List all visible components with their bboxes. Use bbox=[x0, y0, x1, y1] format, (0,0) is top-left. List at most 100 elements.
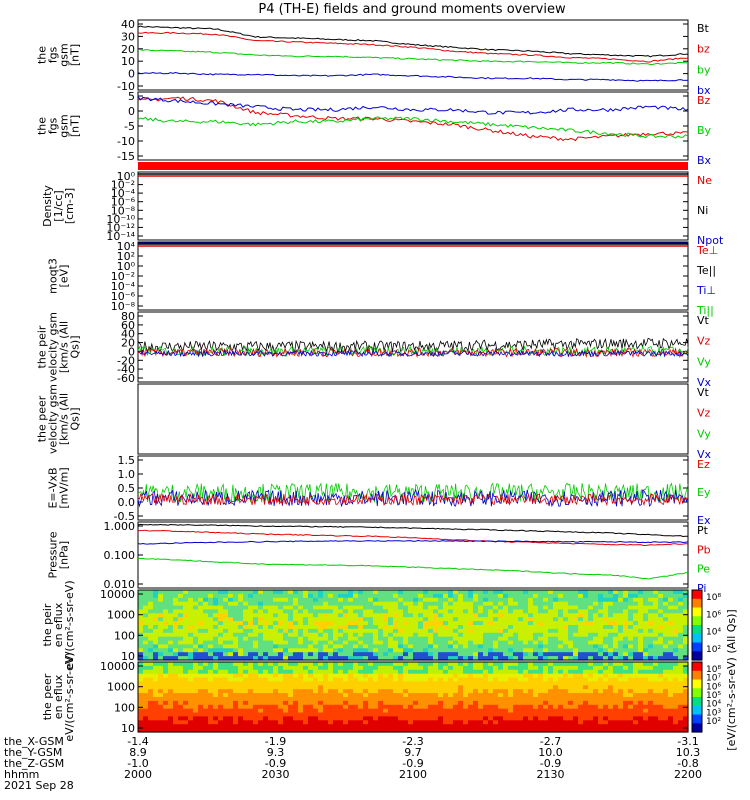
heatmap-cell bbox=[363, 625, 369, 630]
heatmap-cell bbox=[663, 724, 669, 729]
heatmap-cell bbox=[683, 716, 689, 721]
heatmap-cell bbox=[413, 652, 419, 657]
heatmap-cell bbox=[603, 662, 609, 667]
heatmap-cell bbox=[313, 632, 319, 638]
heatmap-cell bbox=[483, 632, 489, 638]
heatmap-cell bbox=[193, 681, 199, 686]
heatmap-cell bbox=[173, 632, 179, 638]
heatmap-cell bbox=[298, 724, 304, 729]
heatmap-cell bbox=[448, 656, 454, 661]
heatmap-cell bbox=[528, 625, 534, 630]
heatmap-cell bbox=[393, 621, 399, 626]
heatmap-cell bbox=[548, 590, 554, 595]
heatmap-cell bbox=[498, 665, 504, 671]
heatmap-cell bbox=[298, 625, 304, 630]
heatmap-cell bbox=[523, 665, 529, 671]
heatmap-cell bbox=[598, 648, 604, 653]
heatmap-cell bbox=[313, 628, 319, 634]
heatmap-cell bbox=[173, 613, 179, 618]
heatmap-cell bbox=[318, 609, 324, 614]
heatmap-cell bbox=[443, 662, 449, 667]
series-line-bz bbox=[137, 31, 689, 63]
heatmap-cell bbox=[263, 632, 269, 638]
heatmap-cell bbox=[273, 681, 279, 686]
heatmap-cell bbox=[368, 669, 374, 675]
heatmap-cell bbox=[188, 597, 194, 603]
heatmap-cell bbox=[138, 708, 144, 714]
heatmap-cell bbox=[353, 708, 359, 714]
heatmap-cell bbox=[678, 681, 684, 686]
heatmap-cell bbox=[638, 662, 644, 667]
heatmap-cell bbox=[213, 712, 219, 718]
heatmap-cell bbox=[323, 689, 329, 694]
heatmap-cell bbox=[353, 704, 359, 710]
heatmap-cell bbox=[533, 644, 539, 649]
heatmap-cell bbox=[358, 681, 364, 686]
heatmap-cell bbox=[543, 685, 549, 690]
heatmap-cell bbox=[578, 677, 584, 683]
y-axis-label: the peeren efluxeV/(cm²-s-sr-eV) bbox=[41, 652, 76, 741]
heatmap-cell bbox=[563, 632, 569, 638]
heatmap-cell bbox=[553, 613, 559, 618]
heatmap-cell bbox=[263, 593, 269, 599]
heatmap-cell bbox=[483, 644, 489, 649]
heatmap-cell bbox=[318, 677, 324, 683]
heatmap-cell bbox=[293, 590, 299, 595]
heatmap-cell bbox=[183, 617, 189, 622]
heatmap-cell bbox=[368, 644, 374, 649]
heatmap-cell bbox=[563, 669, 569, 675]
heatmap-cell bbox=[313, 640, 319, 646]
heatmap-cell bbox=[218, 652, 224, 657]
heatmap-cell bbox=[378, 590, 384, 595]
heatmap-cell bbox=[408, 728, 414, 733]
heatmap-cell bbox=[643, 665, 649, 671]
heatmap-cell bbox=[338, 681, 344, 686]
heatmap-cell bbox=[623, 652, 629, 657]
heatmap-cell bbox=[423, 704, 429, 710]
heatmap-cell bbox=[558, 662, 564, 667]
heatmap-cell bbox=[318, 708, 324, 714]
heatmap-cell bbox=[313, 704, 319, 710]
heatmap-cell bbox=[578, 669, 584, 675]
heatmap-cell bbox=[453, 724, 459, 729]
colorbar-segment bbox=[692, 633, 702, 644]
heatmap-cell bbox=[393, 704, 399, 710]
heatmap-cell bbox=[278, 728, 284, 733]
heatmap-cell bbox=[163, 720, 169, 725]
heatmap-cell bbox=[138, 669, 144, 675]
heatmap-cell bbox=[483, 662, 489, 667]
heatmap-cell bbox=[253, 648, 259, 653]
heatmap-cell bbox=[368, 681, 374, 686]
heatmap-cell bbox=[358, 613, 364, 618]
heatmap-cell bbox=[363, 720, 369, 725]
heatmap-cell bbox=[473, 704, 479, 710]
heatmap-cell bbox=[608, 704, 614, 710]
heatmap-cell bbox=[153, 621, 159, 626]
heatmap-cell bbox=[463, 720, 469, 725]
heatmap-cell bbox=[268, 648, 274, 653]
heatmap-cell bbox=[308, 617, 314, 622]
heatmap-cell bbox=[223, 640, 229, 646]
heatmap-cell bbox=[523, 704, 529, 710]
heatmap-cell bbox=[203, 632, 209, 638]
heatmap-cell bbox=[188, 677, 194, 683]
heatmap-cell bbox=[338, 593, 344, 599]
legend-entry: bx bbox=[697, 84, 711, 97]
heatmap-cell bbox=[328, 648, 334, 653]
heatmap-cell bbox=[493, 728, 499, 733]
heatmap-cell bbox=[143, 700, 149, 706]
heatmap-cell bbox=[378, 697, 384, 702]
heatmap-cell bbox=[308, 628, 314, 634]
heatmap-cell bbox=[248, 689, 254, 694]
heatmap-cell bbox=[303, 662, 309, 667]
heatmap-cell bbox=[593, 662, 599, 667]
heatmap-cell bbox=[673, 704, 679, 710]
heatmap-cell bbox=[423, 613, 429, 618]
heatmap-cell bbox=[218, 590, 224, 595]
heatmap-cell bbox=[373, 640, 379, 646]
heatmap-cell bbox=[478, 720, 484, 725]
heatmap-cell bbox=[663, 644, 669, 649]
heatmap-cell bbox=[628, 665, 634, 671]
y-tick-label: 0 bbox=[128, 345, 135, 358]
